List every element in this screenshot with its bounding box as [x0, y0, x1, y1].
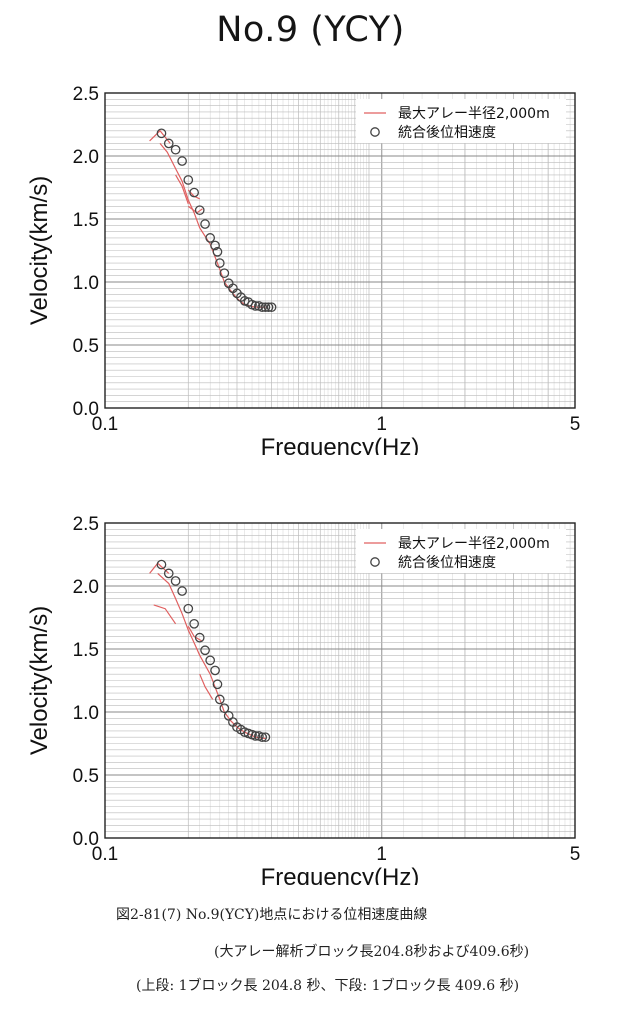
- x-axis-label: Frequency(Hz): [261, 434, 420, 455]
- y-tick-label: 2.5: [73, 84, 99, 105]
- data-point-marker: [210, 665, 220, 676]
- data-point-marker: [263, 302, 274, 313]
- data-point-marker: [212, 246, 223, 257]
- x-tick-label: 5: [570, 414, 581, 435]
- legend-marker-swatch: [370, 127, 380, 137]
- grid: [105, 522, 575, 839]
- figure-caption-subtitle: (大アレー解析ブロック長204.8秒および409.6秒): [214, 944, 530, 960]
- data-point-marker: [183, 603, 194, 614]
- x-tick-label: 0.1: [92, 844, 118, 865]
- data-point-marker: [170, 576, 181, 586]
- y-tick-label: 2.0: [73, 577, 99, 598]
- series-line-segment: [199, 673, 214, 700]
- legend-label: 統合後位相速度: [398, 125, 496, 141]
- y-tick-label: 2.5: [73, 514, 99, 535]
- series-line-segment: [175, 174, 189, 205]
- series-line-segment: [159, 143, 266, 308]
- data-point-marker: [170, 144, 181, 155]
- series-integrated-phase-velocity: [156, 559, 271, 743]
- data-point-marker: [200, 645, 210, 656]
- page-title: No.9 (YCY): [216, 10, 405, 50]
- data-point-marker: [219, 703, 230, 714]
- figure-caption-title: 図2-81(7) No.9(YCY)地点における位相速度曲線: [116, 907, 428, 923]
- y-tick-label: 0.0: [73, 829, 99, 850]
- data-point-marker: [260, 302, 271, 313]
- data-point-marker: [205, 655, 216, 666]
- data-point-marker: [212, 679, 223, 690]
- figure-caption-note: (上段: 1ブロック長 204.8 秒、下段: 1ブロック長 409.6 秒): [136, 978, 520, 994]
- data-point-marker: [210, 240, 220, 251]
- y-tick-label: 2.0: [73, 147, 99, 168]
- data-point-marker: [257, 732, 268, 743]
- data-point-marker: [214, 694, 225, 705]
- series-line-segment: [187, 626, 203, 642]
- legend-label: 最大アレー半径2,000m: [398, 536, 550, 552]
- x-tick-label: 1: [376, 844, 387, 865]
- legend-label: 最大アレー半径2,000m: [398, 106, 550, 122]
- phase-velocity-chart-top: 0.0 0.5 1.0 1.5 2.0 2.5 0.1 1 5 Frequency(Hz) Velo…: [26, 84, 581, 455]
- legend-marker-swatch: [370, 557, 380, 567]
- series-line-segment: [187, 205, 203, 214]
- data-point-marker: [194, 205, 205, 216]
- data-point-marker: [194, 632, 205, 643]
- y-tick-label: 1.5: [73, 640, 99, 661]
- series-line-segment: [157, 572, 266, 740]
- data-point-marker: [189, 618, 199, 629]
- data-point-marker: [205, 233, 216, 243]
- y-tick-label: 0.0: [73, 399, 99, 420]
- series-line-segment: [153, 604, 177, 625]
- x-tick-label: 0.1: [92, 414, 118, 435]
- plot-frame: [104, 92, 576, 409]
- y-axis-label: Velocity(km/s): [26, 606, 53, 755]
- phase-velocity-chart-bottom: 0.0 0.5 1.0 1.5 2.0 2.5 0.1 1 5 Frequency(Hz) Velo…: [26, 514, 581, 885]
- legend-box: [356, 529, 566, 573]
- legend-box: [356, 99, 566, 143]
- legend: 最大アレー半径2,000m 統合後位相速度: [356, 529, 566, 573]
- x-tick-label: 5: [570, 844, 581, 865]
- legend: 最大アレー半径2,000m 統合後位相速度: [356, 99, 566, 143]
- legend-label: 統合後位相速度: [398, 555, 496, 571]
- data-point-marker: [257, 302, 268, 313]
- data-point-marker: [183, 175, 194, 185]
- y-tick-label: 0.5: [73, 336, 99, 357]
- data-point-marker: [219, 268, 230, 279]
- x-axis-label: Frequency(Hz): [261, 864, 420, 885]
- data-point-marker: [200, 219, 210, 229]
- y-tick-label: 1.5: [73, 210, 99, 231]
- x-tick-label: 1: [376, 414, 387, 435]
- y-tick-label: 1.0: [73, 273, 99, 294]
- data-point-marker: [189, 187, 199, 198]
- data-point-marker: [156, 559, 167, 570]
- data-point-marker: [260, 732, 271, 743]
- data-point-marker: [156, 128, 167, 139]
- y-axis-label: Velocity(km/s): [26, 176, 53, 325]
- data-point-marker: [163, 568, 174, 579]
- data-point-marker: [214, 258, 225, 268]
- data-point-marker: [163, 138, 174, 149]
- y-tick-label: 1.0: [73, 703, 99, 724]
- series-integrated-phase-velocity: [156, 128, 277, 313]
- y-tick-label: 0.5: [73, 766, 99, 787]
- data-point-marker: [266, 302, 277, 313]
- plot-frame: [104, 522, 576, 839]
- data-point-marker: [177, 156, 187, 166]
- data-point-marker: [250, 731, 261, 741]
- data-point-marker: [177, 586, 187, 596]
- data-point-marker: [250, 301, 261, 311]
